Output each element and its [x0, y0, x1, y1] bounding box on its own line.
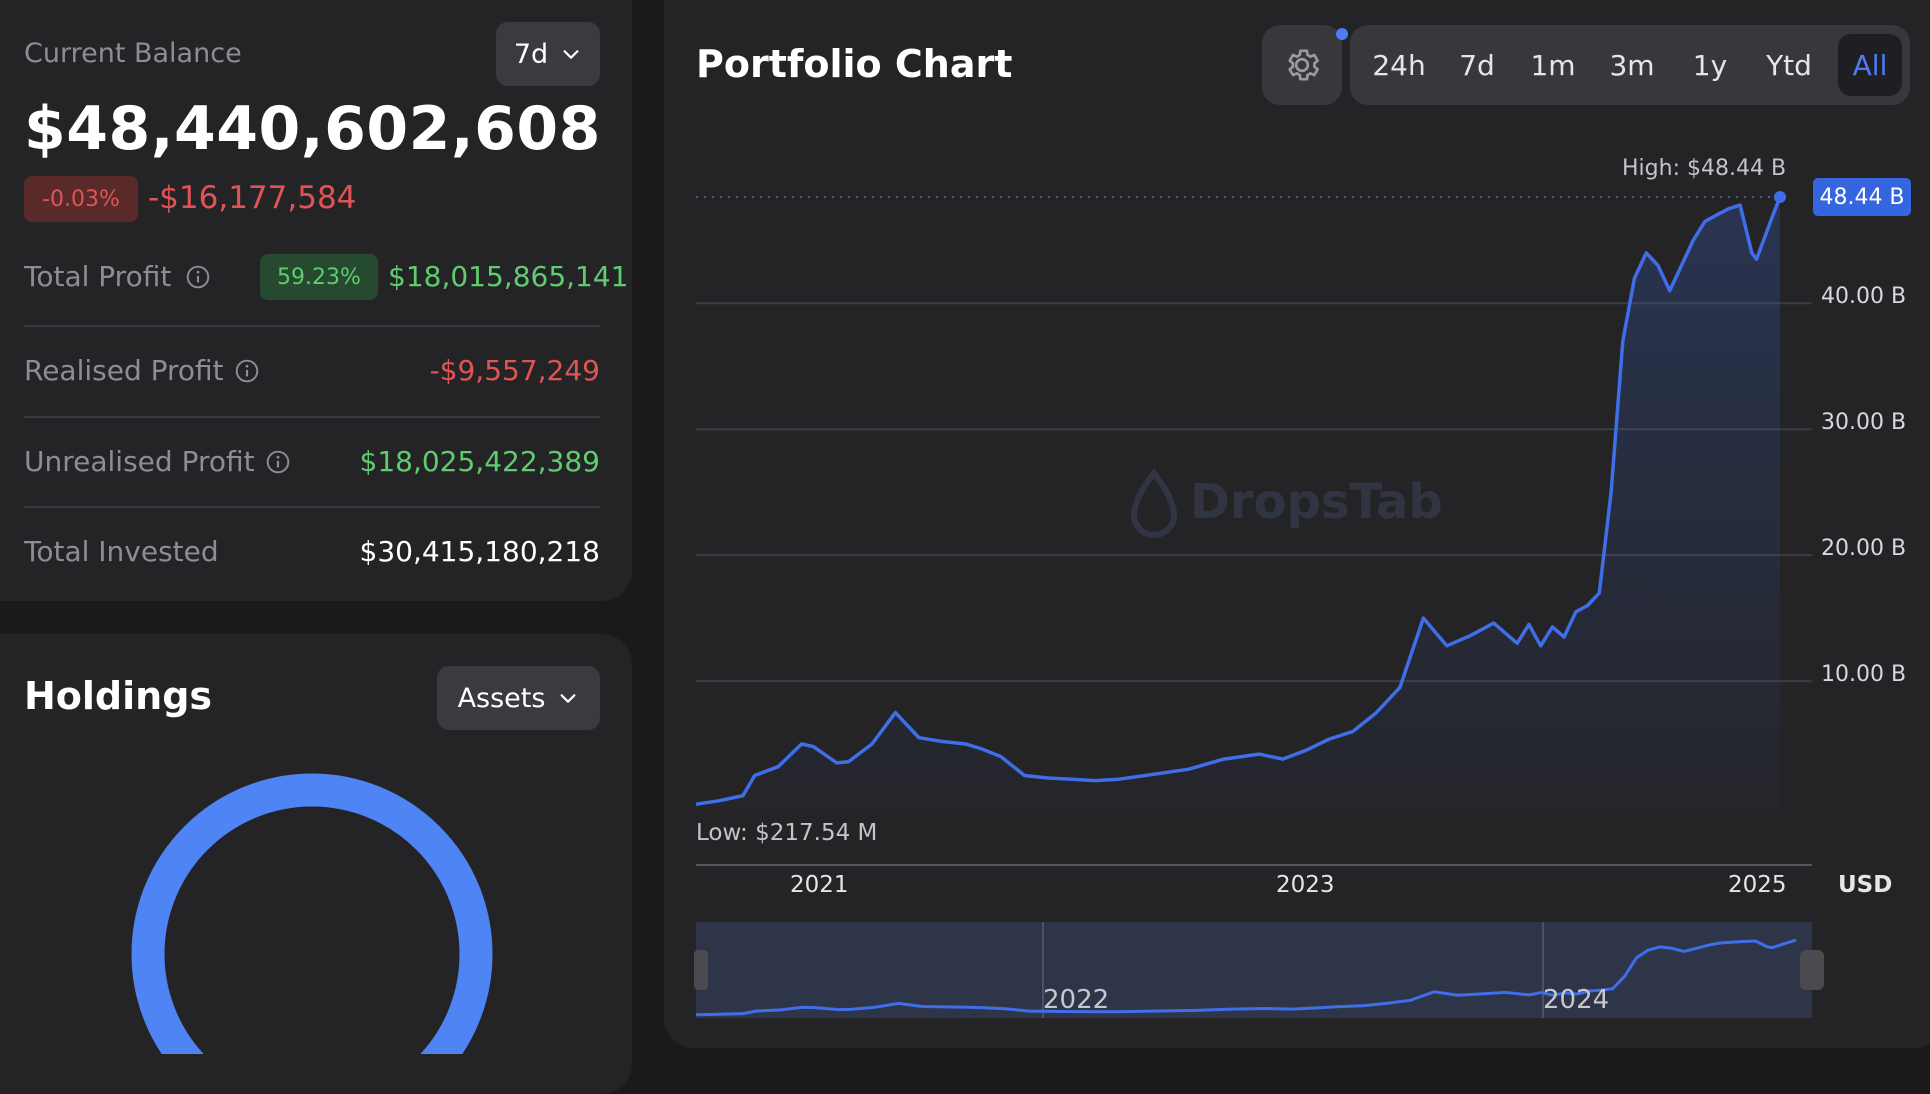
range-3m[interactable]: 3m — [1609, 48, 1655, 82]
divider — [24, 325, 600, 327]
y-tick-label: 20.00 B — [1821, 536, 1907, 561]
navigator-background — [696, 922, 1812, 1018]
chart-settings-button[interactable] — [1262, 25, 1342, 105]
total-profit-value: $18,015,865,141 — [388, 260, 629, 293]
total-invested-row: Total Invested — [24, 535, 219, 568]
y-tick-label: 10.00 B — [1821, 662, 1907, 687]
y-tick-label: 40.00 B — [1821, 284, 1907, 309]
realised-profit-row: Realised Profit — [24, 354, 260, 387]
range-selector: 24h 7d 1m 3m 1y Ytd All — [1350, 25, 1910, 105]
current-balance-label: Current Balance — [24, 38, 242, 69]
low-label: Low: $217.54 M — [696, 820, 878, 846]
y-tick-label: 30.00 B — [1821, 410, 1907, 435]
navigator-right-handle[interactable] — [1800, 950, 1824, 990]
x-tick-label: 2025 — [1728, 872, 1787, 898]
gear-icon — [1288, 49, 1319, 81]
chevron-down-icon — [560, 694, 576, 703]
x-tick-label: 2023 — [1276, 872, 1335, 898]
info-icon[interactable] — [265, 449, 291, 475]
range-1y[interactable]: 1y — [1692, 48, 1728, 82]
balance-period-value: 7d — [513, 38, 549, 70]
unrealised-profit-label: Unrealised Profit — [24, 445, 255, 478]
total-invested-label: Total Invested — [24, 535, 219, 568]
total-profit-pct-badge: 59.23% — [260, 254, 378, 300]
navigator-left-handle[interactable] — [694, 950, 708, 990]
watermark: DropsTab — [1130, 468, 1443, 538]
chevron-down-icon — [563, 50, 579, 59]
info-icon[interactable] — [234, 358, 260, 384]
x-tick-label: 2021 — [790, 872, 849, 898]
current-value-tag: 48.44 B — [1813, 178, 1911, 216]
watermark-text: DropsTab — [1190, 474, 1443, 530]
realised-profit-label: Realised Profit — [24, 354, 224, 387]
holdings-filter-value: Assets — [457, 682, 546, 714]
holdings-title: Holdings — [24, 674, 213, 718]
holdings-donut[interactable] — [120, 760, 510, 1054]
portfolio-line-chart[interactable]: DropsTab 2022 2024 — [0, 0, 1930, 1054]
high-label: High: $48.44 B — [1622, 156, 1787, 181]
chart-title: Portfolio Chart — [696, 42, 1013, 86]
total-profit-row: Total Profit — [24, 260, 211, 293]
currency-label: USD — [1838, 872, 1893, 898]
range-1m[interactable]: 1m — [1530, 48, 1576, 82]
balance-change-pct-badge: -0.03% — [24, 176, 138, 222]
holdings-filter-dropdown[interactable]: Assets — [437, 666, 600, 730]
realised-profit-value: -$9,557,249 — [429, 354, 600, 387]
balance-change-abs: -$16,177,584 — [148, 180, 357, 216]
range-24h[interactable]: 24h — [1372, 48, 1426, 82]
current-point — [1774, 191, 1786, 203]
total-invested-value: $30,415,180,218 — [359, 535, 600, 568]
navigator-label-2022: 2022 — [1043, 985, 1109, 1015]
area-fill — [696, 197, 1780, 807]
portfolio-line — [695, 196, 1782, 806]
unrealised-profit-row: Unrealised Profit — [24, 445, 291, 478]
unrealised-profit-value: $18,025,422,389 — [359, 445, 600, 478]
notification-dot — [1336, 28, 1348, 40]
navigator-line — [695, 938, 1797, 1017]
divider — [24, 416, 600, 418]
divider — [24, 506, 600, 508]
total-profit-label: Total Profit — [24, 260, 172, 293]
range-7d[interactable]: 7d — [1459, 48, 1495, 82]
range-navigator[interactable]: 2022 2024 — [694, 922, 1824, 1018]
range-all[interactable]: All — [1838, 34, 1902, 96]
balance-period-dropdown[interactable]: 7d — [496, 22, 600, 86]
info-icon[interactable] — [185, 264, 211, 290]
range-ytd[interactable]: Ytd — [1766, 48, 1812, 82]
balance-amount: $48,440,602,608 — [24, 94, 601, 164]
balance-card — [0, 0, 632, 601]
navigator-label-2024: 2024 — [1543, 985, 1609, 1015]
